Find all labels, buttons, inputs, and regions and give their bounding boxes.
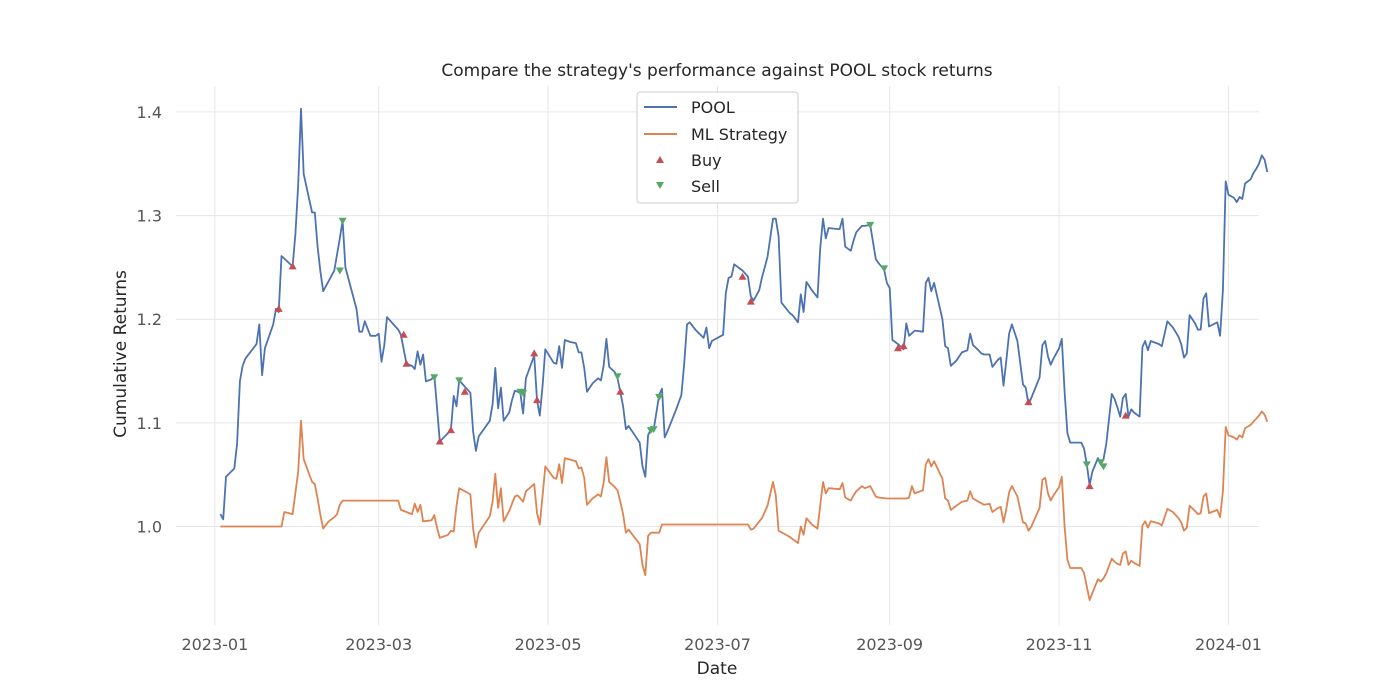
signal-markers [274, 217, 1130, 490]
legend-buy-triangle-icon [656, 156, 664, 163]
grid-lines [176, 86, 1259, 625]
sell-marker-9 [655, 393, 664, 401]
buy-marker-10 [738, 272, 747, 280]
sell-marker-2 [430, 374, 439, 382]
sell-marker-0 [335, 267, 344, 275]
buy-marker-1 [288, 262, 297, 270]
x-tick-label-5: 2023-11 [1026, 635, 1093, 654]
buy-marker-11 [746, 297, 755, 305]
x-tick-label-1: 2023-03 [345, 635, 412, 654]
buy-marker-14 [1024, 398, 1033, 406]
x-tick-label-4: 2023-09 [856, 635, 923, 654]
legend-box [636, 91, 799, 204]
sell-marker-3 [455, 377, 464, 385]
legend-pool-label: POOL [691, 98, 735, 117]
buy-marker-9 [616, 387, 625, 395]
sell-marker-8 [649, 426, 658, 434]
buy-marker-3 [402, 359, 411, 367]
buy-marker-6 [460, 387, 469, 395]
buy-marker-2 [399, 330, 408, 338]
y-axis-label: Cumulative Returns [111, 270, 131, 438]
axis-ticks: 2023-01 2023-03 2023-05 2023-07 2023-09 2023-… [137, 103, 1262, 654]
sell-marker-1 [338, 217, 347, 225]
sell-marker-12 [1082, 461, 1091, 469]
legend-buy-label: Buy [691, 151, 722, 170]
y-tick-label-0: 1.0 [137, 518, 162, 537]
y-tick-label-4: 1.4 [137, 103, 162, 122]
legend: POOL ML Strategy Buy Sell [636, 91, 799, 204]
legend-sell-label: Sell [691, 177, 720, 196]
sell-marker-10 [866, 221, 875, 229]
buy-marker-15 [1085, 482, 1094, 490]
x-tick-label-2: 2023-05 [515, 635, 582, 654]
x-axis-label: Date [697, 659, 738, 679]
sell-marker-5 [519, 389, 528, 397]
buy-marker-4 [435, 437, 444, 445]
sell-marker-13 [1096, 459, 1105, 467]
sell-marker-14 [1099, 463, 1108, 471]
y-tick-label-1: 1.1 [137, 414, 162, 433]
x-tick-label-3: 2023-07 [684, 635, 751, 654]
y-tick-label-2: 1.2 [137, 310, 162, 329]
x-tick-label-6: 2024-01 [1195, 635, 1262, 654]
legend-sell-triangle-icon [656, 182, 664, 189]
y-tick-label-3: 1.3 [137, 207, 162, 226]
sell-marker-11 [880, 265, 889, 273]
buy-marker-12 [894, 344, 902, 352]
buy-marker-16 [1121, 411, 1130, 419]
buy-marker-8 [533, 396, 541, 404]
x-tick-label-0: 2023-01 [181, 635, 248, 654]
buy-marker-7 [530, 349, 539, 357]
legend-ml-label: ML Strategy [691, 125, 787, 144]
series-line-ml-strategy [220, 410, 1269, 601]
series-lines [219, 107, 1269, 601]
buy-marker-0 [274, 304, 283, 312]
sell-marker-6 [613, 373, 622, 381]
chart-title: Compare the strategy's performance again… [441, 61, 992, 81]
series-line-pool [219, 107, 1269, 521]
buy-marker-13 [899, 342, 908, 350]
buy-marker-5 [446, 426, 455, 434]
